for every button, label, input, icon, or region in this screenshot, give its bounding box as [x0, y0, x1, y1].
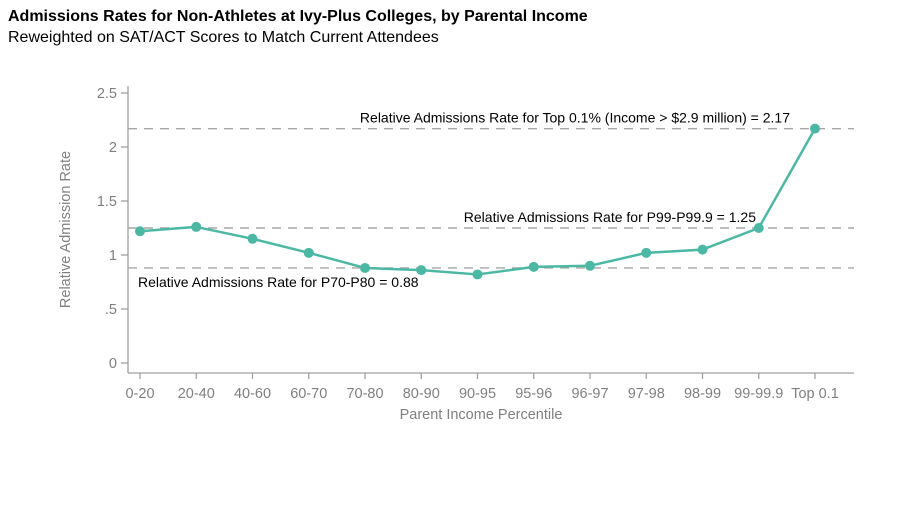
data-point: [585, 260, 595, 271]
x-tick-label: 70-80: [346, 386, 383, 402]
data-point: [641, 247, 652, 258]
data-point: [810, 123, 820, 134]
y-tick-label: 2: [109, 140, 117, 156]
x-tick-label: 98-99: [684, 386, 721, 402]
x-tick-label: 40-60: [234, 386, 271, 402]
data-point: [528, 261, 539, 272]
x-tick-label: 80-90: [403, 386, 440, 402]
chart-title: Admissions Rates for Non-Athletes at Ivy…: [8, 8, 588, 25]
x-tick-label: 20-40: [178, 386, 215, 402]
y-axis-title: Relative Admission Rate: [58, 151, 74, 308]
y-tick-label: 2.5: [97, 86, 117, 102]
x-tick-label: 99-99.9: [734, 386, 783, 402]
x-tick-label: 0-20: [125, 386, 154, 402]
y-tick-label: 1: [109, 248, 117, 264]
data-point: [135, 226, 145, 237]
x-tick-label: 96-97: [571, 386, 608, 402]
data-point: [303, 247, 314, 258]
x-tick-label: 60-70: [290, 386, 327, 402]
data-point: [472, 269, 483, 280]
reference-line-label: Relative Admissions Rate for P99-P99.9 =…: [464, 209, 756, 225]
reference-line-label: Relative Admissions Rate for Top 0.1% (I…: [360, 110, 790, 126]
y-tick-label: .5: [105, 302, 117, 318]
x-tick-label: 95-96: [515, 386, 552, 402]
data-point: [753, 223, 764, 233]
x-tick-label: 97-98: [628, 386, 665, 402]
reference-line-label: Relative Admissions Rate for P70-P80 = 0…: [138, 274, 419, 290]
x-tick-label: Top 0.1: [791, 386, 839, 402]
x-tick-label: 90-95: [459, 386, 496, 402]
y-tick-label: 1.5: [97, 194, 117, 210]
data-point: [360, 262, 370, 273]
data-line: [138, 127, 817, 276]
chart-subtitle: Reweighted on SAT/ACT Scores to Match Cu…: [8, 29, 439, 46]
data-point: [416, 265, 427, 276]
data-point: [697, 244, 708, 255]
x-axis-title: Parent Income Percentile: [400, 407, 563, 423]
data-point: [191, 221, 202, 232]
y-tick-label: 0: [109, 356, 117, 372]
data-point: [247, 233, 258, 244]
